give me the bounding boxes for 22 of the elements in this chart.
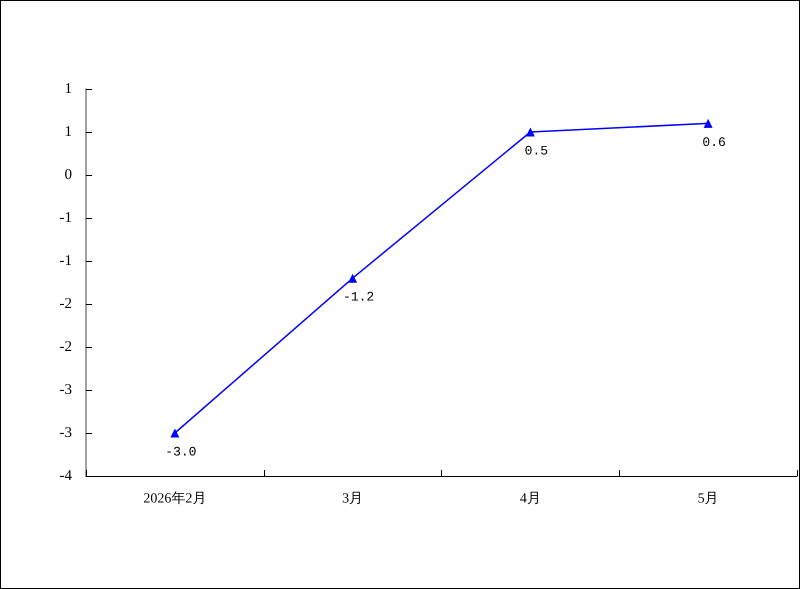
y-tick-label: -3 [60, 382, 72, 398]
data-label: -1.2 [343, 290, 374, 305]
x-tick-label: 4月 [520, 492, 541, 506]
y-tick-label: -3 [60, 425, 72, 441]
data-label: 0.5 [524, 144, 548, 158]
point [526, 128, 535, 136]
point [170, 428, 180, 438]
y-tick-label: -1 [60, 253, 72, 269]
y-tick-label: -2 [60, 296, 72, 312]
x-tick-label: 2026年2月 [143, 490, 206, 506]
y-tick-label: -1 [60, 210, 72, 226]
y-tick-label: 1 [64, 124, 72, 140]
y-tick-label: -2 [60, 339, 72, 355]
data-label: -3.0 [165, 444, 196, 460]
x-tick-label: 5月 [698, 492, 719, 506]
data-label: 0.6 [702, 134, 726, 150]
y-tick-label: 1 [64, 81, 72, 97]
x-tick-label: 3月 [342, 492, 364, 506]
y-tick-label: -4 [60, 468, 72, 484]
point [348, 274, 358, 283]
point [704, 118, 713, 128]
y-tick-label: 0 [64, 167, 72, 183]
